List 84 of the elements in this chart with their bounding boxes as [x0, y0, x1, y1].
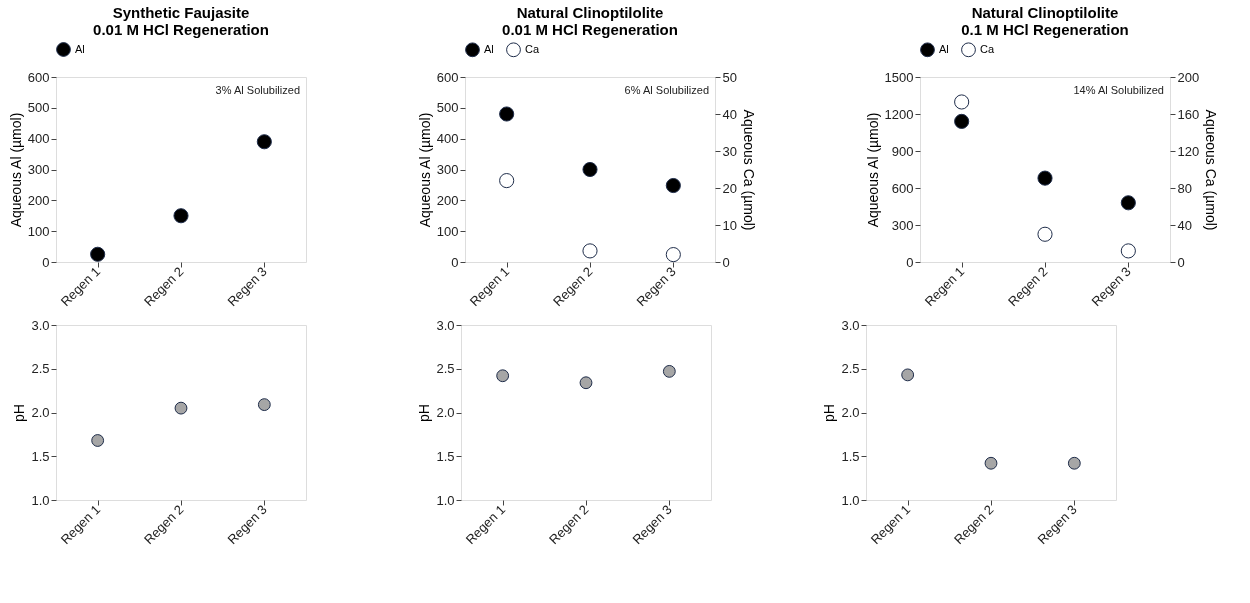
point — [256, 134, 272, 150]
y2-tick-label: 50 — [722, 69, 737, 85]
point — [499, 173, 515, 189]
y-tick-label: 900 — [891, 143, 914, 159]
y-tick-label: 3.0 — [436, 317, 455, 333]
point — [499, 106, 515, 122]
y-tick-label: 1200 — [884, 106, 914, 122]
point — [954, 113, 970, 129]
y-tick-label: 100 — [27, 223, 50, 239]
y-tick-label: 2.5 — [31, 361, 50, 377]
y2-tick-label: 120 — [1177, 143, 1200, 159]
y-tick-label: 100 — [436, 223, 459, 239]
y-tick-label: 200 — [27, 192, 50, 208]
y-axis-title: Aqueous Al (µmol) — [7, 112, 24, 228]
point — [1120, 195, 1136, 211]
y-axis-title: Aqueous Al (µmol) — [864, 112, 881, 228]
chart-title: Natural Clinoptilolite 0.1 M HCl Regeneration — [961, 4, 1129, 38]
y-axis-title: pH — [11, 404, 28, 422]
y-axis-title: pH — [416, 404, 433, 422]
y2-tick-label: 40 — [722, 106, 737, 122]
y-tick-label: 200 — [436, 192, 459, 208]
point — [1037, 226, 1053, 242]
y-tick-label: 1.0 — [31, 492, 50, 508]
y-axis-title: pH — [821, 404, 838, 422]
y-tick-label: 400 — [436, 131, 459, 147]
y-tick-label: 300 — [436, 162, 459, 177]
y-tick-label: 2.0 — [436, 405, 455, 420]
y-tick-label: 500 — [27, 100, 50, 116]
point — [90, 246, 106, 262]
y2-tick-label: 80 — [1177, 180, 1192, 196]
y2-tick-label: 160 — [1177, 106, 1200, 122]
y-tick-label: 1.0 — [841, 492, 860, 508]
y-tick-label: 300 — [27, 162, 50, 177]
y-tick-label: 0 — [42, 254, 50, 270]
y2-axis-title: Aqueous Ca (µmol) — [1203, 109, 1220, 231]
y-tick-label: 400 — [27, 131, 50, 147]
point — [174, 401, 188, 415]
y-tick-label: 0 — [451, 254, 459, 270]
point — [665, 177, 681, 194]
y2-tick-label: 0 — [1177, 254, 1185, 270]
y-tick-label: 3.0 — [841, 317, 860, 333]
point — [1120, 243, 1136, 259]
y2-tick-label: 10 — [722, 217, 737, 233]
y-tick-label: 1500 — [884, 69, 914, 85]
y-tick-label: 600 — [27, 69, 50, 85]
y2-tick-label: 200 — [1177, 69, 1200, 85]
point — [582, 161, 598, 178]
point — [173, 208, 189, 224]
legend-label: Al — [484, 42, 494, 55]
annotation: 3% Al Solubilized — [215, 84, 300, 96]
y-tick-label: 2.0 — [31, 405, 50, 420]
chart-title: Synthetic Faujasite 0.01 M HCl Regeneration — [93, 4, 269, 38]
point — [665, 247, 681, 263]
annotation: 14% Al Solubilized — [1073, 84, 1164, 96]
annotation: 6% Al Solubilized — [624, 84, 709, 96]
y-tick-label: 2.5 — [841, 361, 860, 377]
point — [954, 94, 970, 110]
y2-tick-label: 0 — [722, 254, 730, 270]
point — [257, 398, 271, 412]
y-tick-label: 500 — [436, 100, 459, 116]
y-tick-label: 2.5 — [436, 361, 455, 377]
y-axis-title: Aqueous Al (µmol) — [416, 112, 433, 228]
y2-tick-label: 30 — [722, 143, 737, 159]
point — [1037, 170, 1053, 186]
y-tick-label: 0 — [906, 254, 914, 270]
point — [91, 434, 105, 447]
y-tick-label: 3.0 — [31, 317, 50, 333]
chart-title: Natural Clinoptilolite 0.01 M HCl Regeneration — [502, 4, 678, 38]
legend-label: Ca — [525, 42, 540, 55]
point — [582, 243, 598, 259]
y-tick-label: 300 — [891, 217, 914, 233]
y-tick-label: 1.0 — [436, 492, 455, 508]
y-tick-label: 1.5 — [841, 448, 860, 464]
y-tick-label: 600 — [436, 69, 459, 85]
legend-label: Al — [75, 42, 85, 55]
y-tick-label: 2.0 — [841, 405, 860, 420]
y-tick-label: 600 — [891, 180, 914, 196]
legend-label: Al — [939, 42, 949, 55]
y-tick-label: 1.5 — [31, 448, 50, 464]
y2-tick-label: 40 — [1177, 217, 1192, 233]
y2-tick-label: 20 — [722, 180, 737, 196]
y-tick-label: 1.5 — [436, 448, 455, 464]
y2-axis-title: Aqueous Ca (µmol) — [740, 109, 757, 231]
legend-label: Ca — [980, 42, 995, 55]
